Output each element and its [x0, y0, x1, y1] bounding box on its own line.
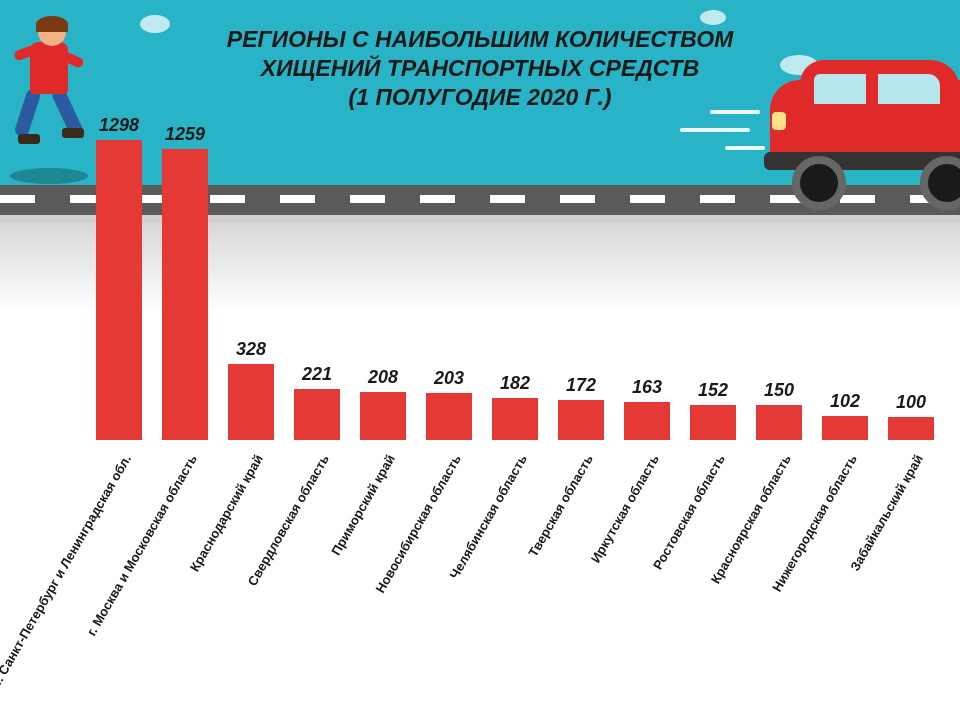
category-label: Забайкальский край	[763, 452, 926, 719]
bar-value-label: 182	[482, 373, 548, 394]
bar	[558, 400, 604, 440]
bar	[96, 140, 142, 440]
bar-value-label: 163	[614, 377, 680, 398]
bar	[822, 416, 868, 440]
bar	[426, 393, 472, 440]
bar-chart: 1298г. Санкт-Петербург и Ленинградская о…	[0, 0, 960, 720]
bar-value-label: 150	[746, 380, 812, 401]
bar	[690, 405, 736, 440]
bar	[228, 364, 274, 440]
bar-value-label: 208	[350, 367, 416, 388]
bar	[492, 398, 538, 440]
bar-value-label: 152	[680, 380, 746, 401]
bar-value-label: 203	[416, 368, 482, 389]
bar-value-label: 328	[218, 339, 284, 360]
bar-value-label: 221	[284, 364, 350, 385]
bar	[888, 417, 934, 440]
bar	[624, 402, 670, 440]
bar	[162, 149, 208, 440]
bar-value-label: 1298	[86, 115, 152, 136]
infographic-stage: РЕГИОНЫ С НАИБОЛЬШИМ КОЛИЧЕСТВОМ ХИЩЕНИЙ…	[0, 0, 960, 720]
bar	[756, 405, 802, 440]
bar	[360, 392, 406, 440]
bar-value-label: 172	[548, 375, 614, 396]
bar-value-label: 1259	[152, 124, 218, 145]
bar-value-label: 102	[812, 391, 878, 412]
bar-value-label: 100	[878, 392, 944, 413]
bar	[294, 389, 340, 440]
